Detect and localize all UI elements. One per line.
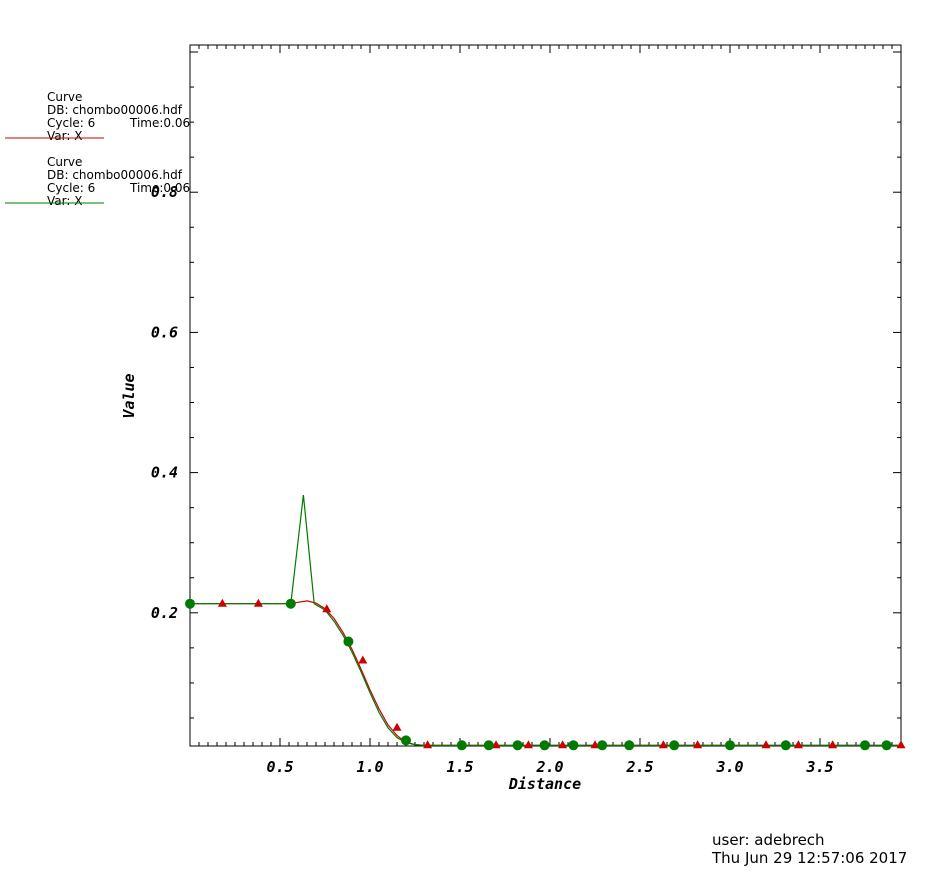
- legend-2-time: Time:0.06: [129, 181, 190, 195]
- series-1-point: [761, 740, 771, 749]
- timestamp-label: Thu Jun 29 12:57:06 2017: [712, 849, 908, 867]
- legend-2-db: DB: chombo00006.hdf: [47, 168, 183, 182]
- x-tick-label: 1.0: [356, 758, 383, 776]
- series-1-point: [590, 740, 600, 749]
- series-2-line: [190, 494, 901, 746]
- series-1-point: [896, 740, 906, 749]
- series-2-point: [881, 740, 892, 751]
- series-1-point: [828, 740, 838, 749]
- y-tick-label: 0.8: [151, 183, 178, 201]
- series-1-point: [217, 598, 227, 607]
- legend-1-db: DB: chombo00006.hdf: [47, 103, 183, 117]
- legend-1-cycle: Cycle: 6: [47, 116, 95, 130]
- series-2-point: [568, 740, 579, 751]
- x-tick-label: 2.0: [535, 758, 563, 776]
- legend-entry-1: Curve DB: chombo00006.hdf Cycle: 6 Time:…: [5, 90, 190, 143]
- axis-tick-labels: 0.5 1.0 1.5 2.0 2.5 3.0 3.5 0.2 0.4 0.6 0.8: [151, 183, 834, 776]
- x-axis-title: Distance: [508, 775, 581, 793]
- series-1-point: [523, 740, 533, 749]
- series-lines: [190, 494, 901, 746]
- y-tick-label: 0.6: [151, 323, 178, 341]
- series-1-point: [358, 655, 368, 664]
- series-1-point: [392, 722, 402, 731]
- series-2-point: [343, 636, 354, 647]
- series-1-point: [558, 740, 568, 749]
- series-2-point: [483, 740, 494, 751]
- series-markers: [185, 598, 906, 751]
- series-1-point: [793, 740, 803, 749]
- y-tick-label: 0.2: [151, 604, 178, 622]
- series-2-point: [597, 740, 608, 751]
- plot-frame: [189, 44, 902, 747]
- x-tick-label: 3.5: [805, 758, 833, 776]
- legend-2-title: Curve: [47, 155, 82, 169]
- legend-1-var: Var: X: [47, 129, 82, 143]
- series-1-point: [322, 604, 332, 613]
- series-1-point: [491, 740, 501, 749]
- legend-1-title: Curve: [47, 90, 82, 104]
- x-tick-label: 2.5: [625, 758, 653, 776]
- legend-2-cycle: Cycle: 6: [47, 181, 95, 195]
- series-2-point: [512, 740, 523, 751]
- series-2-point: [185, 598, 195, 609]
- series-2-point: [401, 735, 411, 746]
- series-1-point: [693, 740, 703, 749]
- series-2-point: [285, 598, 296, 609]
- series-2-point: [725, 740, 735, 751]
- axis-ticks: [190, 45, 902, 746]
- series-2-point: [539, 740, 550, 751]
- x-tick-label: 0.5: [266, 758, 293, 776]
- x-tick-label: 1.5: [446, 758, 473, 776]
- legend-1-time: Time:0.06: [129, 116, 190, 130]
- series-2-point: [624, 740, 635, 751]
- series-1-point: [253, 598, 263, 607]
- user-label: user: adebrech: [712, 831, 825, 849]
- series-2-point: [456, 740, 467, 751]
- series-2-point: [669, 740, 680, 751]
- legend-entry-2: Curve DB: chombo00006.hdf Cycle: 6 Time:…: [5, 155, 190, 208]
- series-1-point: [423, 740, 433, 749]
- series-1-point: [658, 740, 668, 749]
- y-axis-title: Value: [120, 373, 138, 418]
- x-tick-label: 3.0: [715, 758, 743, 776]
- series-1-line: [190, 600, 901, 746]
- series-2-point: [860, 740, 870, 751]
- legend-2-var: Var: X: [47, 194, 82, 208]
- series-2-point: [780, 740, 791, 751]
- y-tick-label: 0.4: [151, 464, 178, 482]
